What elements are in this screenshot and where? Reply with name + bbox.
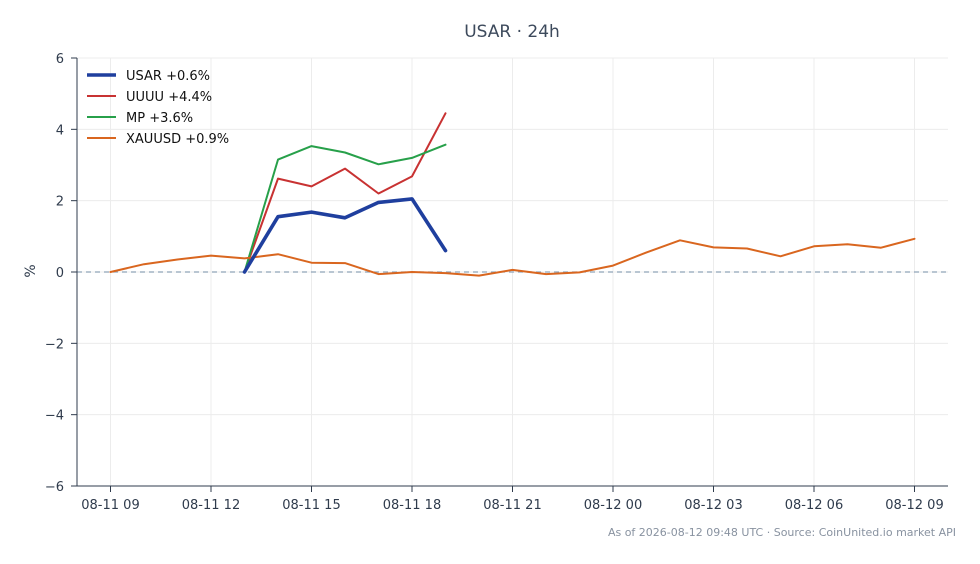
series-line-mp [243,143,447,273]
chart-title: USAR · 24h [464,22,560,42]
legend: USAR +0.6% UUUU +4.4% MP +3.6% XAUUSD +0.9% [87,69,229,147]
y-tick-label: 0 [56,266,64,281]
y-tick-label: 6 [56,52,64,67]
series-line-uuuu [243,112,447,273]
x-tick-label: 08-11 18 [383,498,441,513]
x-axis-ticks: 08-11 09 08-11 12 08-11 15 08-11 18 08-11 21… [81,486,944,513]
x-tick-label: 08-11 21 [483,498,541,513]
y-tick-label: −6 [45,480,64,495]
x-tick-label: 08-12 00 [584,498,642,513]
legend-label-xauusd: XAUUSD +0.9% [126,132,229,147]
series-lines [109,112,916,277]
legend-label-mp: MP +3.6% [126,111,193,126]
x-tick-label: 08-11 15 [282,498,340,513]
x-tick-label: 08-11 09 [81,498,139,513]
x-tick-label: 08-12 03 [684,498,742,513]
series-line-usar [242,197,448,274]
legend-label-uuuu: UUUU +4.4% [126,90,212,105]
y-axis-label: % [23,264,39,277]
source-footer: As of 2026-08-12 09:48 UTC · Source: Coi… [607,526,956,539]
x-tick-label: 08-11 12 [182,498,240,513]
legend-label-usar: USAR +0.6% [126,69,210,84]
x-tick-label: 08-12 09 [885,498,943,513]
y-tick-label: −4 [45,409,64,424]
y-tick-label: −2 [45,337,64,352]
y-tick-label: 2 [56,195,64,210]
y-tick-label: 4 [56,123,64,138]
y-axis-ticks: 6 4 2 0 −2 −4 −6 [45,52,77,495]
series-line-xauusd [109,237,916,277]
x-tick-label: 08-12 06 [785,498,843,513]
